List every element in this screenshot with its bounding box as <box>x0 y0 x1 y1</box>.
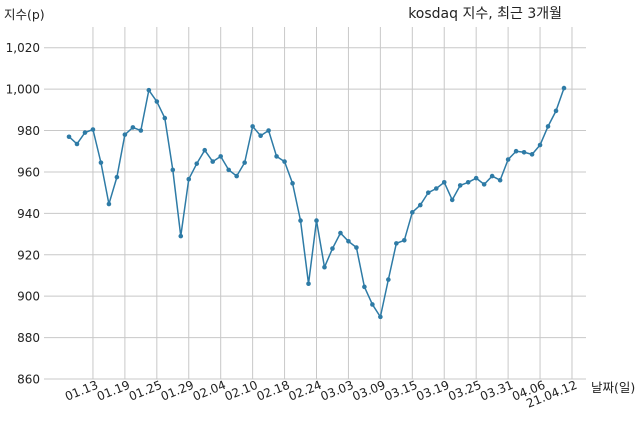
data-point <box>154 99 160 104</box>
data-point <box>98 160 104 165</box>
data-point <box>186 176 192 182</box>
data-point <box>250 124 255 129</box>
data-point <box>178 233 184 239</box>
data-point <box>338 230 343 236</box>
data-point <box>473 175 479 181</box>
data-point <box>170 167 176 173</box>
data-point <box>513 148 519 154</box>
data-point <box>298 218 303 223</box>
data-point <box>210 159 216 164</box>
data-point <box>553 108 559 114</box>
y-tick-label: 960 <box>17 165 40 179</box>
data-point <box>394 241 399 246</box>
data-point <box>386 277 391 282</box>
data-point <box>322 264 327 270</box>
grid-lines <box>44 27 586 380</box>
data-point <box>370 302 375 307</box>
y-tick-labels: 860 880 900 920 940 960 980 1,000 1,020 <box>6 41 40 386</box>
data-point <box>410 210 415 215</box>
y-tick-label: 880 <box>17 331 40 345</box>
data-point <box>258 133 263 139</box>
data-point <box>90 127 96 132</box>
y-tick-label: 940 <box>17 207 40 221</box>
data-point <box>290 181 295 186</box>
data-point <box>417 202 423 208</box>
data-point <box>234 173 239 179</box>
data-point <box>138 128 144 133</box>
data-point <box>242 160 247 165</box>
data-point <box>314 218 319 223</box>
data-point <box>122 132 128 137</box>
data-point <box>457 183 463 188</box>
chart-title: kosdaq 지수, 최근 3개월 <box>408 6 562 22</box>
data-point <box>162 115 168 121</box>
x-axis-label: 날짜(일) <box>591 380 635 395</box>
y-tick-label: 980 <box>17 124 40 138</box>
data-point <box>505 157 511 162</box>
y-tick-label: 1,020 <box>6 41 40 55</box>
data-point <box>346 239 351 244</box>
data-point <box>218 154 223 159</box>
data-point <box>354 245 359 250</box>
data-point <box>282 159 287 164</box>
series-points <box>66 85 567 320</box>
data-point <box>425 190 431 195</box>
data-point <box>106 201 112 207</box>
x-tick-labels: 01.1301.1901.2501.2902.0402.1002.1802.24… <box>63 378 579 411</box>
data-point <box>194 161 200 166</box>
data-point <box>545 124 551 129</box>
data-point <box>529 152 535 157</box>
data-point <box>66 134 72 140</box>
data-point <box>402 237 407 243</box>
data-point <box>465 179 471 185</box>
y-tick-label: 920 <box>17 248 40 262</box>
data-point <box>114 174 120 180</box>
data-point <box>82 130 88 135</box>
data-point <box>497 177 503 183</box>
data-point <box>146 87 152 93</box>
data-point <box>489 173 495 179</box>
data-point <box>274 154 279 159</box>
y-axis-label: 지수(p) <box>4 7 45 22</box>
data-point <box>441 179 447 185</box>
data-point <box>130 125 136 130</box>
data-point <box>521 149 527 155</box>
data-point <box>449 197 455 203</box>
data-point <box>362 284 367 290</box>
y-tick-label: 900 <box>17 290 40 304</box>
y-tick-label: 1,000 <box>6 83 40 97</box>
y-tick-label: 860 <box>17 373 40 387</box>
data-point <box>266 128 271 133</box>
data-point <box>433 186 439 191</box>
data-point <box>330 246 335 251</box>
data-point <box>378 314 383 320</box>
data-point <box>481 182 487 187</box>
data-point <box>537 142 543 148</box>
data-point <box>202 147 208 153</box>
data-point <box>226 167 231 173</box>
data-point <box>74 141 80 147</box>
data-point <box>561 85 567 91</box>
data-point <box>306 281 311 287</box>
